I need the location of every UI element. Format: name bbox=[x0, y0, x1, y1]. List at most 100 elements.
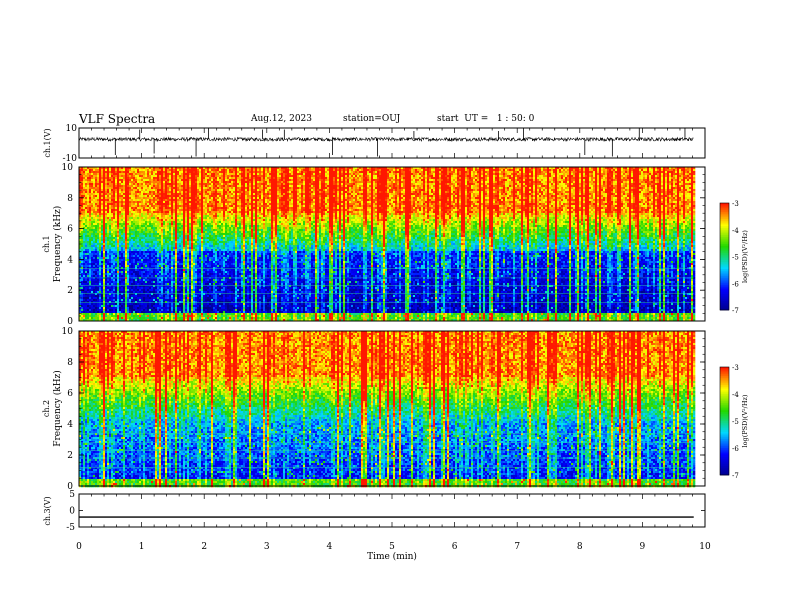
spectrogram-cell bbox=[575, 183, 577, 185]
spectrogram-cell bbox=[643, 185, 645, 187]
spectrogram-cell bbox=[143, 189, 145, 191]
spectrogram-cell bbox=[493, 177, 495, 179]
spectrogram-cell bbox=[151, 169, 153, 171]
spectrogram-cell bbox=[401, 177, 403, 179]
spectrogram-cell bbox=[515, 171, 517, 173]
spectrogram-cell bbox=[233, 179, 235, 181]
spectrogram-cell bbox=[589, 187, 591, 189]
spectrogram-cell bbox=[671, 185, 673, 187]
spectrogram-cell bbox=[499, 181, 501, 183]
spectrogram-cell bbox=[211, 169, 213, 171]
spectrogram-cell bbox=[615, 187, 617, 189]
spectrogram-cell bbox=[91, 189, 93, 191]
spectrogram-cell bbox=[635, 193, 637, 195]
spectrogram-cell bbox=[237, 173, 239, 175]
spectrogram-cell bbox=[149, 183, 151, 185]
spectrogram-cell bbox=[529, 183, 531, 185]
spectrogram-cell bbox=[279, 187, 281, 189]
spectrogram-cell bbox=[657, 183, 659, 185]
spectrogram-cell bbox=[571, 171, 573, 173]
spectrogram-cell bbox=[451, 179, 453, 181]
spectrogram-cell bbox=[199, 185, 201, 187]
spectrogram-cell bbox=[251, 193, 253, 195]
spectrogram-cell bbox=[459, 179, 461, 181]
spectrogram-cell bbox=[281, 183, 283, 185]
spectrogram-cell bbox=[443, 175, 445, 177]
spectrogram-cell bbox=[155, 175, 157, 177]
spectrogram-cell bbox=[451, 191, 453, 193]
spectrogram-cell bbox=[111, 183, 113, 185]
spectrogram-cell bbox=[545, 181, 547, 183]
spectrogram-cell bbox=[443, 177, 445, 179]
spectrogram-cell bbox=[97, 177, 99, 179]
spectrogram-cell bbox=[483, 181, 485, 183]
spectrogram-cell bbox=[315, 189, 317, 191]
spectrogram-cell bbox=[653, 179, 655, 181]
spectrogram-cell bbox=[325, 177, 327, 179]
spectrogram-cell bbox=[355, 175, 357, 177]
spectrogram-cell bbox=[687, 177, 689, 179]
spectrogram-cell bbox=[107, 177, 109, 179]
spectrogram-cell bbox=[463, 169, 465, 171]
spectrogram-cell bbox=[553, 171, 555, 173]
spectrogram-cell bbox=[587, 173, 589, 175]
spectrogram-cell bbox=[151, 183, 153, 185]
spectrogram-cell bbox=[501, 179, 503, 181]
spectrogram-cell bbox=[365, 181, 367, 183]
spectrogram-cell bbox=[523, 191, 525, 193]
spectrogram-cell bbox=[299, 181, 301, 183]
spectrogram-cell bbox=[133, 181, 135, 183]
spectrogram-cell bbox=[249, 179, 251, 181]
spectrogram-cell bbox=[241, 183, 243, 185]
spectrogram-cell bbox=[341, 191, 343, 193]
spectrogram-cell bbox=[285, 175, 287, 177]
spectrogram-cell bbox=[403, 183, 405, 185]
spectrogram-cell bbox=[277, 179, 279, 181]
spectrogram-cell bbox=[169, 171, 171, 173]
spectrogram-cell bbox=[597, 175, 599, 177]
spectrogram-cell bbox=[119, 181, 121, 183]
spectrogram-cell bbox=[211, 183, 213, 185]
spectrogram-cell bbox=[133, 179, 135, 181]
spectrogram-cell bbox=[599, 191, 601, 193]
spectrogram-cell bbox=[215, 183, 217, 185]
spectrogram-cell bbox=[309, 189, 311, 191]
spectrogram-cell bbox=[301, 169, 303, 171]
spectrogram-cell bbox=[297, 175, 299, 177]
spectrogram-cell bbox=[413, 173, 415, 175]
spectrogram-cell bbox=[387, 181, 389, 183]
spectrogram-cell bbox=[571, 183, 573, 185]
spectrogram-cell bbox=[165, 169, 167, 171]
spectrogram-cell bbox=[643, 189, 645, 191]
spectrogram-cell bbox=[655, 173, 657, 175]
spectrogram-cell bbox=[101, 177, 103, 179]
spectrogram-cell bbox=[375, 183, 377, 185]
spectrogram-cell bbox=[267, 175, 269, 177]
spectrogram-cell bbox=[591, 183, 593, 185]
spectrogram-cell bbox=[539, 169, 541, 171]
spectrogram-cell bbox=[419, 177, 421, 179]
spectrogram-cell bbox=[501, 189, 503, 191]
spectrogram-cell bbox=[273, 173, 275, 175]
spectrogram-cell bbox=[683, 181, 685, 183]
spectrogram-cell bbox=[667, 177, 669, 179]
spectrogram-cell bbox=[515, 173, 517, 175]
spectrogram-cell bbox=[331, 169, 333, 171]
spectrogram-cell bbox=[197, 181, 199, 183]
spectrogram-cell bbox=[81, 191, 83, 193]
spectrogram-cell bbox=[143, 183, 145, 185]
spectrogram-cell bbox=[347, 187, 349, 189]
spectrogram-cell bbox=[93, 195, 95, 197]
spectrogram-cell bbox=[145, 183, 147, 185]
spectrogram-cell bbox=[161, 175, 163, 177]
spectrogram-cell bbox=[247, 169, 249, 171]
spectrogram-cell bbox=[681, 177, 683, 179]
spectrogram-cell bbox=[449, 189, 451, 191]
spectrogram-cell bbox=[349, 181, 351, 183]
spectrogram-cell bbox=[103, 189, 105, 191]
spectrogram-cell bbox=[659, 169, 661, 171]
spectrogram-cell bbox=[459, 181, 461, 183]
spectrogram-cell bbox=[599, 175, 601, 177]
spectrogram-cell bbox=[213, 179, 215, 181]
spectrogram-cell bbox=[441, 189, 443, 191]
